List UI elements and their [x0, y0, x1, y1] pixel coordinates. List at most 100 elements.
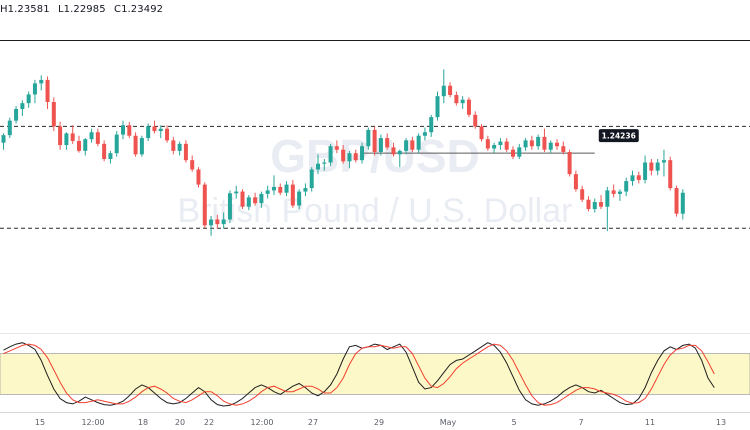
candle-up — [259, 193, 264, 204]
candle-down — [454, 95, 459, 104]
candle-up — [643, 162, 648, 180]
candle-up — [227, 193, 232, 220]
candle-down — [485, 139, 490, 149]
candle-up — [404, 140, 409, 151]
candle-down — [202, 184, 207, 226]
candle-up — [297, 191, 302, 206]
candle-down — [510, 149, 515, 157]
candle-down — [410, 140, 415, 150]
candle-down — [649, 162, 654, 171]
candle-up — [7, 120, 12, 136]
x-axis-label: 27 — [308, 418, 318, 427]
candle-up — [89, 132, 94, 140]
candle-down — [58, 126, 63, 146]
candle-up — [316, 163, 320, 170]
candle-down — [76, 140, 81, 151]
candle-up — [309, 169, 314, 189]
candle-down — [215, 219, 220, 225]
x-axis-label: 13 — [716, 418, 726, 427]
candle-down — [152, 126, 157, 132]
candle-up — [655, 162, 660, 171]
candle-down — [391, 147, 396, 155]
candle-up — [108, 153, 113, 159]
candle-up — [234, 191, 239, 194]
candle-up — [209, 219, 214, 226]
x-axis-label: 18 — [138, 418, 148, 427]
candle-down — [504, 141, 509, 150]
candle-up — [460, 99, 465, 104]
candle-up — [441, 85, 446, 97]
candle-down — [542, 136, 547, 150]
candle-down — [70, 133, 75, 141]
x-axis-label: 15 — [35, 418, 45, 427]
candle-down — [95, 132, 100, 144]
candle-down — [567, 152, 572, 175]
candle-up — [64, 133, 69, 146]
x-axis-label: May — [440, 418, 457, 427]
candle-down — [636, 175, 641, 180]
candle-down — [183, 143, 188, 161]
candle-down — [466, 99, 471, 115]
candle-up — [221, 219, 226, 225]
candle-up — [360, 146, 365, 161]
candle-up — [624, 181, 629, 192]
candle-up — [1, 135, 6, 143]
x-axis-label: 20 — [175, 418, 185, 427]
candle-up — [14, 108, 19, 121]
candle-up — [523, 140, 528, 148]
candle-up — [680, 192, 685, 214]
candle-up — [114, 134, 119, 154]
candle-down — [190, 160, 195, 170]
candle-up — [20, 103, 25, 109]
candle-up — [498, 141, 503, 146]
candle-up — [158, 128, 163, 132]
candle-down — [668, 160, 673, 189]
candle-down — [611, 190, 616, 194]
ohlc-close: C1.23492 — [113, 4, 164, 15]
candle-down — [278, 186, 283, 193]
stochastic-k-line — [3, 342, 715, 407]
x-axis-label: 22 — [204, 418, 214, 427]
candle-up — [366, 129, 371, 147]
x-axis-label: 12:00 — [250, 418, 273, 427]
price-tag-label: 1.24236 — [602, 132, 636, 141]
candle-down — [127, 125, 132, 136]
candle-down — [165, 128, 170, 141]
candle-down — [586, 199, 591, 210]
candle-down — [133, 135, 138, 155]
candle-down — [448, 85, 453, 96]
candle-down — [341, 149, 346, 162]
candle-up — [32, 83, 37, 95]
candle-down — [353, 153, 358, 161]
candle-up — [416, 135, 421, 150]
candle-down — [171, 140, 176, 151]
candle-up — [177, 143, 182, 151]
candle-up — [347, 153, 352, 162]
candle-down — [253, 197, 258, 204]
ohlc-high: H1.23581 — [0, 4, 50, 15]
candle-down — [240, 191, 245, 207]
candle-up — [284, 184, 289, 193]
candle-down — [372, 129, 377, 153]
candle-down — [196, 169, 201, 185]
candle-up — [378, 138, 383, 153]
candle-down — [385, 138, 390, 148]
candle-up — [303, 188, 308, 192]
candle-down — [479, 126, 484, 140]
candle-down — [580, 189, 585, 200]
candle-up — [492, 145, 497, 149]
candle-up — [271, 186, 276, 191]
stochastic-band — [0, 353, 750, 395]
candle-up — [322, 162, 327, 164]
x-axis-label: 5 — [511, 418, 516, 427]
candle-up — [39, 79, 44, 84]
x-axis-label: 12:00 — [81, 418, 104, 427]
candle-up — [146, 126, 151, 139]
x-axis-label: 7 — [578, 418, 583, 427]
candle-down — [334, 146, 339, 150]
candle-up — [517, 147, 522, 157]
candle-down — [573, 174, 578, 190]
candle-down — [290, 184, 295, 206]
candle-up — [121, 125, 126, 135]
